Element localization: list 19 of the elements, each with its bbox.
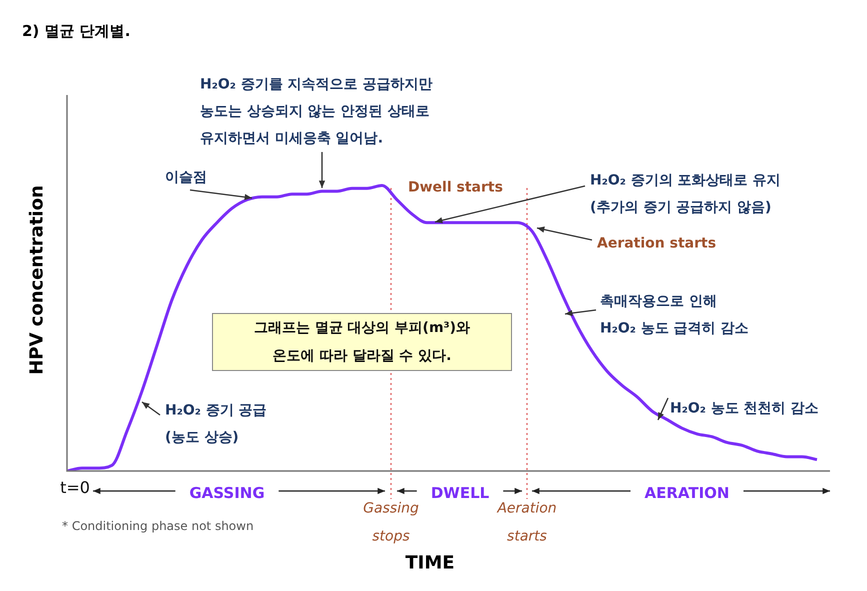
text: Aeration starts — [496, 500, 557, 545]
annotation: Dwell starts — [408, 180, 503, 196]
text: t=0 — [60, 478, 90, 498]
annotation: 이슬점 — [165, 170, 207, 186]
text: AERATION — [644, 484, 730, 502]
text: Gassing stops — [363, 500, 419, 545]
text: GASSING — [189, 484, 265, 502]
chart-title: 2) 멸균 단계별. — [22, 22, 130, 40]
y-axis-title: HPV concentration — [26, 185, 48, 375]
annotation: 촉매작용으로 인해 H₂O₂ 농도 급격히 감소 — [600, 294, 749, 337]
annotation: H₂O₂ 증기 공급 (농도 상승) — [165, 402, 267, 446]
text: DWELL — [430, 484, 490, 502]
note-box: 그래프는 멸균 대상의 부피(m³)와 온도에 따라 달라질 수 있다. — [212, 313, 512, 371]
annotation: Aeration starts — [597, 236, 716, 252]
x-axis-title: TIME — [405, 552, 455, 574]
annotation: H₂O₂ 농도 천천히 감소 — [670, 400, 819, 417]
text: * Conditioning phase not shown — [62, 519, 254, 534]
text: H₂O₂ 증기를 지속적으로 공급하지만 농도는 상승되지 않는 안정된 상태로 유지하면서 미세응축 일어남. — [200, 76, 433, 147]
annotation: H₂O₂ 증기의 포화상태로 유지 (추가의 증기 공급하지 않음) — [590, 172, 781, 216]
